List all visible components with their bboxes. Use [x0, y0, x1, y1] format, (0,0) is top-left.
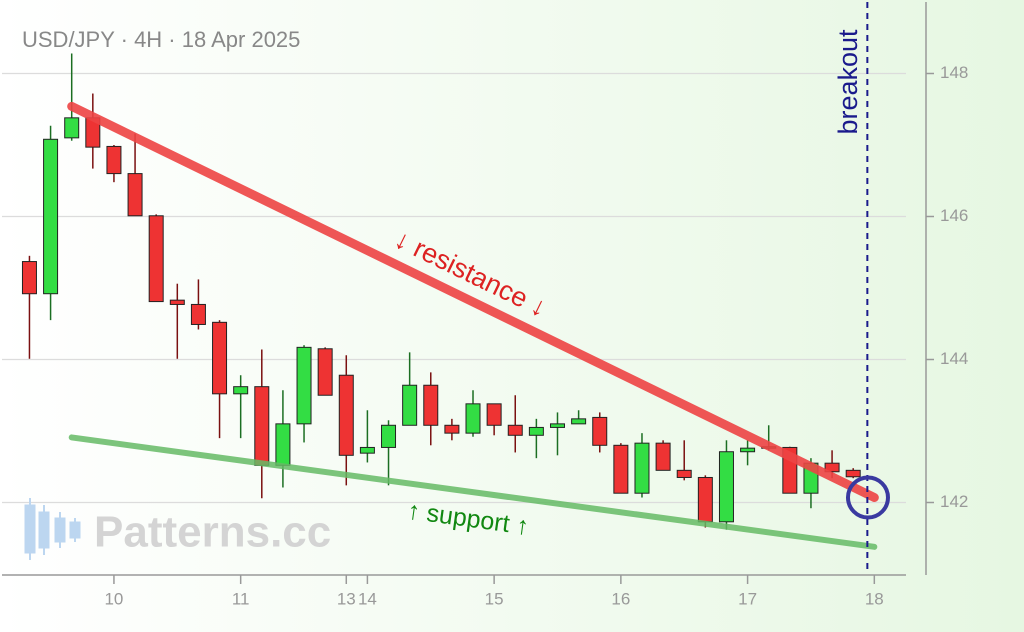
candle-body [338, 374, 354, 456]
x-tick-label: 14 [358, 589, 377, 608]
candle-body [634, 442, 650, 494]
candle-body [212, 321, 228, 395]
candle-body [359, 446, 375, 454]
breakout-label: breakout [833, 29, 863, 135]
candle-body [592, 416, 608, 446]
x-tick-label: 10 [104, 589, 123, 608]
support-line [68, 434, 878, 550]
candle-body [43, 138, 59, 295]
resistance-line [67, 101, 879, 502]
candle-body [127, 173, 143, 217]
candle-body [275, 423, 291, 466]
candle-body [317, 348, 333, 396]
watermark-icon [24, 498, 81, 560]
candle-body [190, 303, 206, 325]
chart-title: USD/JPY · 4H · 18 Apr 2025 [22, 27, 300, 52]
x-tick-label: 18 [865, 589, 884, 608]
x-tick-label: 16 [611, 589, 630, 608]
candle-body [740, 447, 756, 453]
x-tick-label: 11 [232, 589, 250, 608]
candle-body [465, 403, 481, 434]
candle-body [824, 462, 840, 473]
candle-body [571, 418, 587, 425]
y-tick-label: 142 [940, 492, 968, 511]
candle-body [613, 444, 629, 494]
candle-body [296, 346, 312, 425]
candle-body [676, 469, 692, 478]
candle-body [423, 384, 439, 426]
candle-body [549, 423, 565, 428]
candle-body [444, 424, 460, 434]
candle-body [486, 403, 502, 426]
x-tick-label: 17 [738, 589, 757, 608]
x-tick-label: 15 [485, 589, 504, 608]
candle-body [233, 386, 249, 395]
watermark: Patterns.cc [94, 508, 331, 557]
y-tick-label: 146 [940, 206, 968, 225]
candle-body [655, 442, 671, 471]
candle-body [718, 451, 734, 523]
candle-body [64, 117, 80, 139]
candle-body [21, 261, 37, 295]
candle-body [169, 299, 185, 305]
candle-body [381, 424, 397, 448]
breakout-marker [845, 475, 890, 520]
candle-body [402, 384, 418, 426]
candle-body [528, 426, 544, 436]
candle-body [148, 215, 164, 303]
candle-body [845, 469, 861, 478]
candle-body [106, 145, 122, 175]
candle-body [697, 476, 713, 523]
x-tick-label: 13 [337, 589, 356, 608]
candle-body [254, 386, 270, 466]
candle-body [507, 424, 523, 436]
y-tick-label: 144 [940, 349, 968, 368]
y-tick-label: 148 [940, 63, 968, 82]
